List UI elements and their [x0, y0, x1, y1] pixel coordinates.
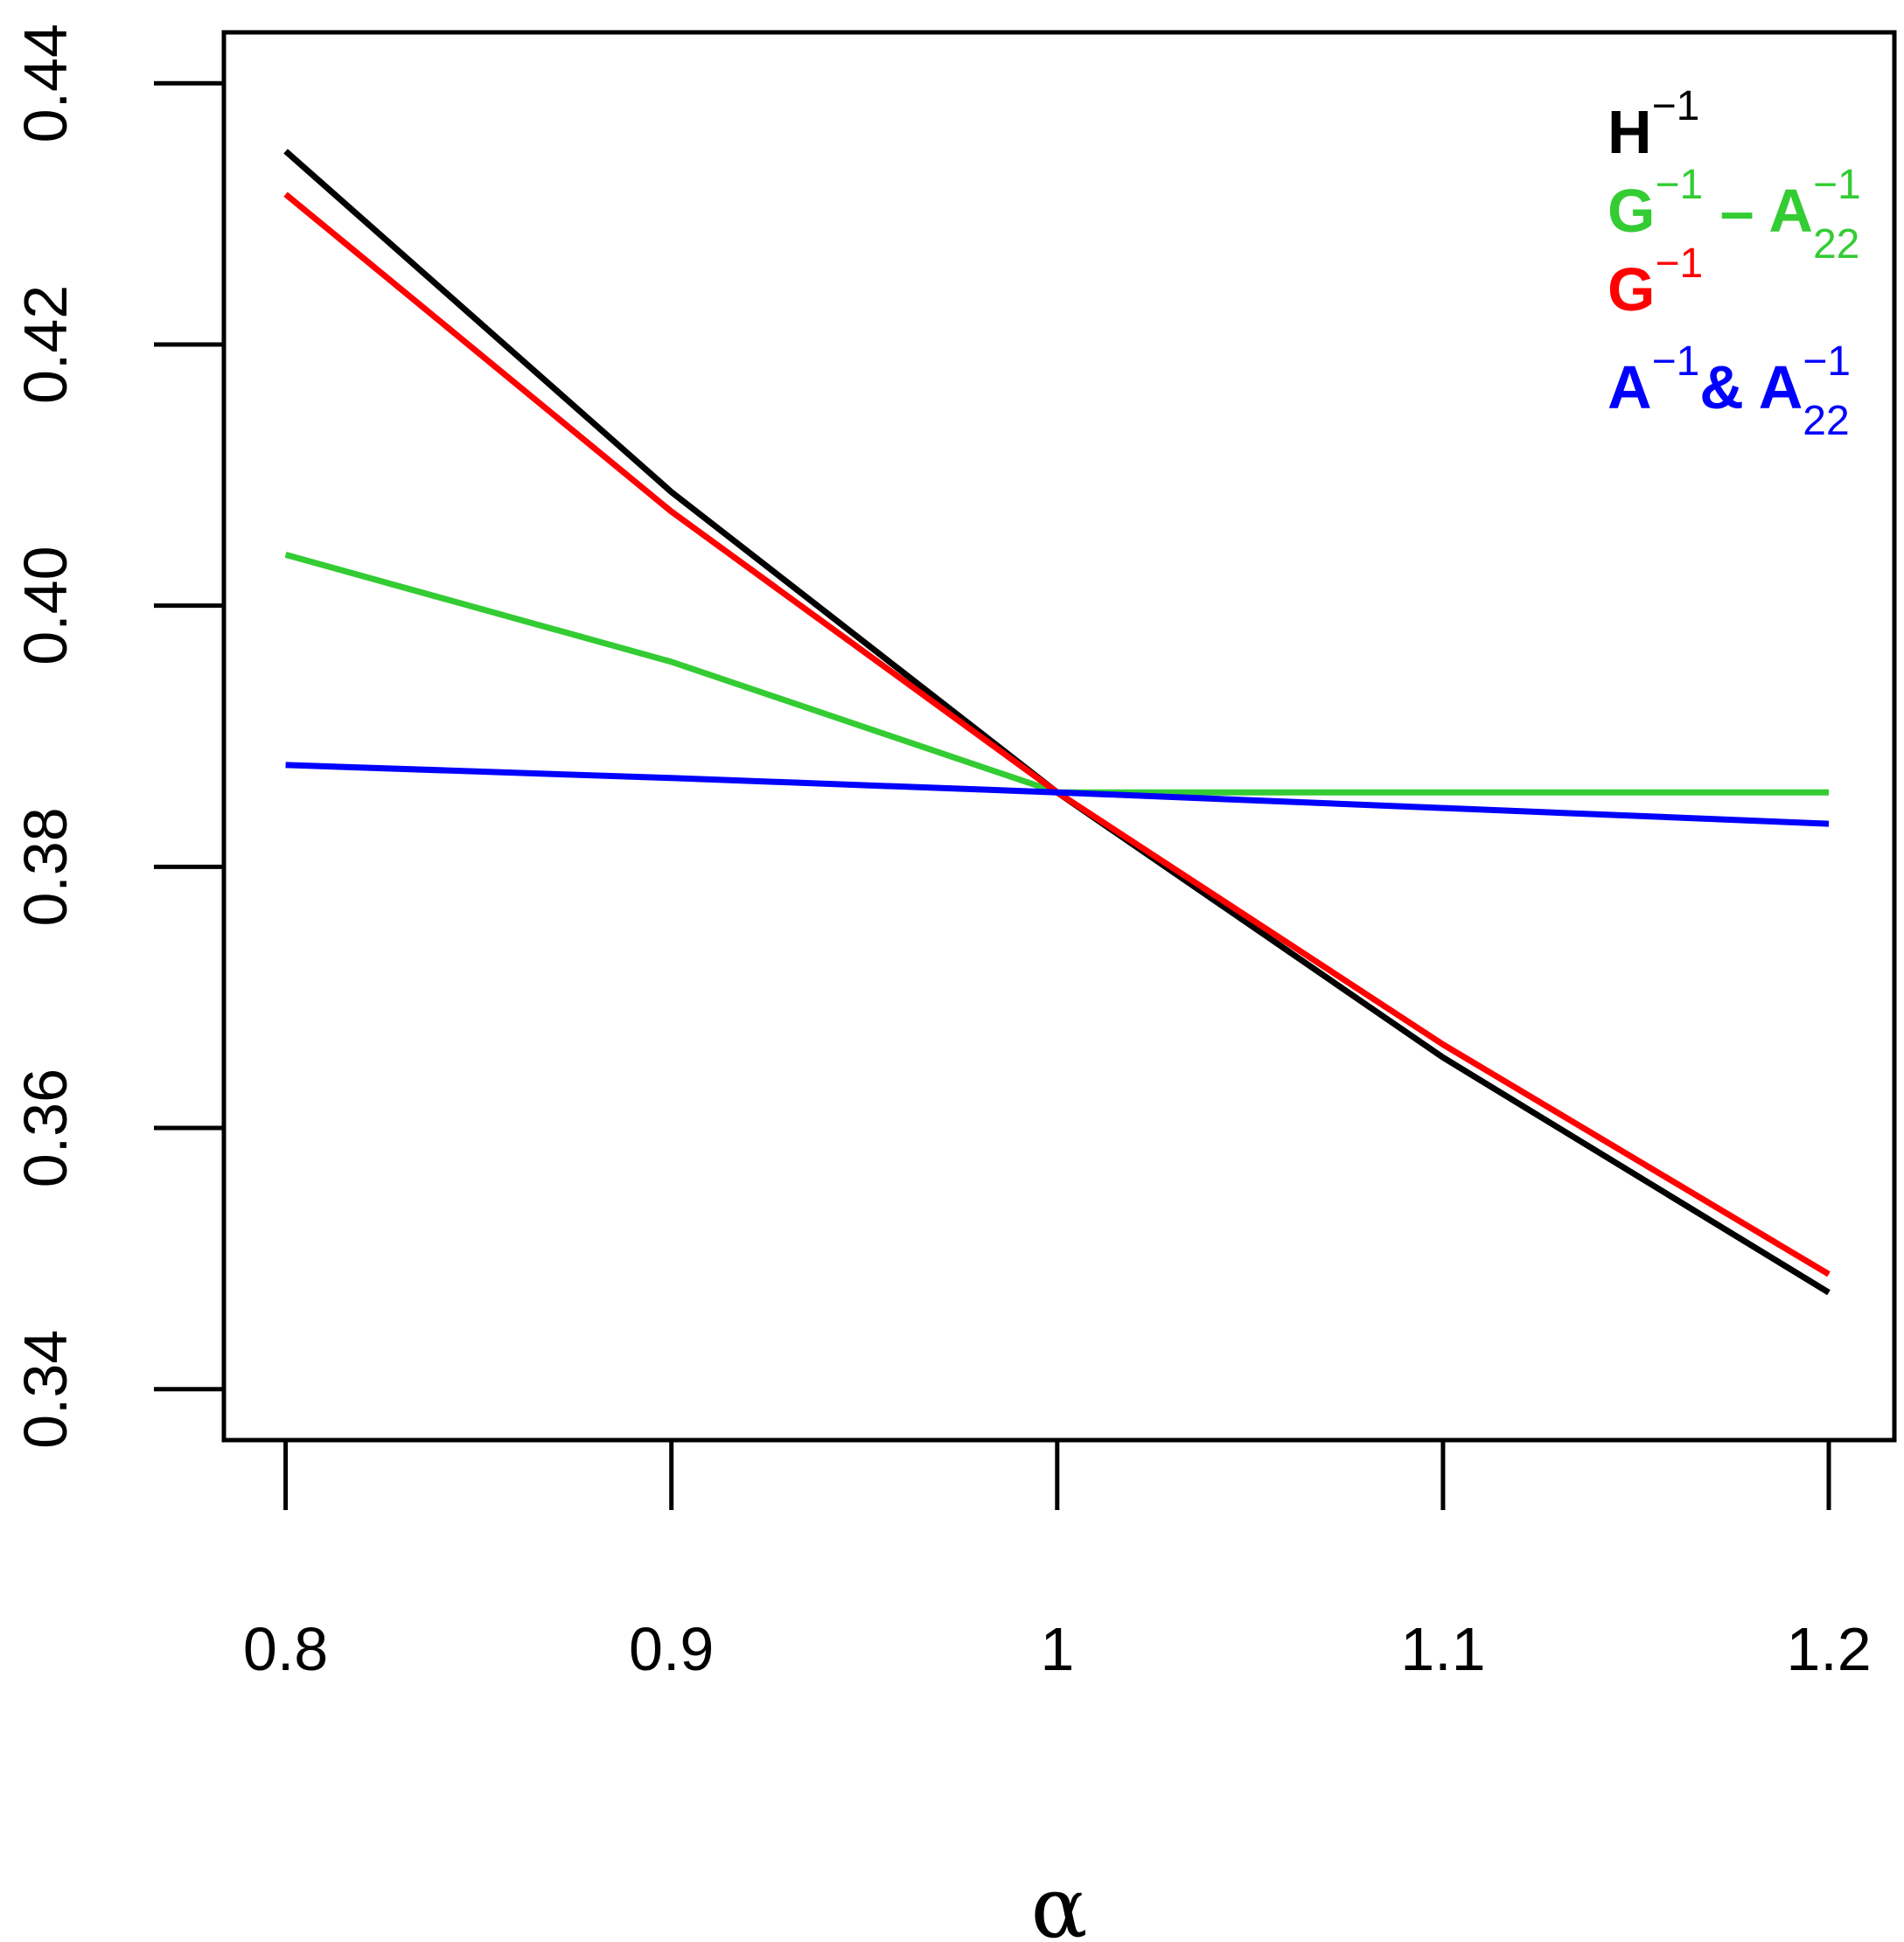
y-tick-label: 0.38 — [11, 807, 80, 926]
legend-entry-1: H−1 — [1608, 83, 1699, 166]
x-tick-label: 0.8 — [243, 1615, 328, 1683]
legend-entry-4: A−1& A−1 22 — [1608, 338, 1851, 444]
x-tick-label: 1 — [1040, 1615, 1074, 1683]
legend: H−1G−1 – A−1 22G−1 A−1& A−1 22 — [1608, 83, 1861, 444]
legend-entry-3: G−1 — [1608, 240, 1703, 324]
x-tick-label: 1.2 — [1786, 1615, 1871, 1683]
x-tick-label: 1.1 — [1400, 1615, 1485, 1683]
y-axis: 0.34 0.36 0.38 0.40 0.42 0.44 — [11, 24, 224, 1449]
y-tick-label: 0.42 — [11, 285, 80, 404]
x-axis: 0.8 0.9 1 1.1 1.2 — [243, 1440, 1872, 1683]
legend-entry-2: G−1 – A−1 22 — [1608, 162, 1861, 268]
x-axis-title: α — [1031, 1859, 1088, 1942]
y-tick-label: 0.34 — [11, 1330, 80, 1449]
series-line-2 — [284, 552, 1829, 796]
series-layer — [283, 149, 1831, 1296]
y-tick-label: 0.36 — [11, 1068, 80, 1187]
y-tick-label: 0.40 — [11, 546, 80, 665]
series-line-1 — [283, 149, 1831, 1296]
x-tick-label: 0.9 — [629, 1615, 714, 1683]
y-tick-label: 0.44 — [11, 24, 80, 143]
series-line-4 — [285, 762, 1830, 827]
